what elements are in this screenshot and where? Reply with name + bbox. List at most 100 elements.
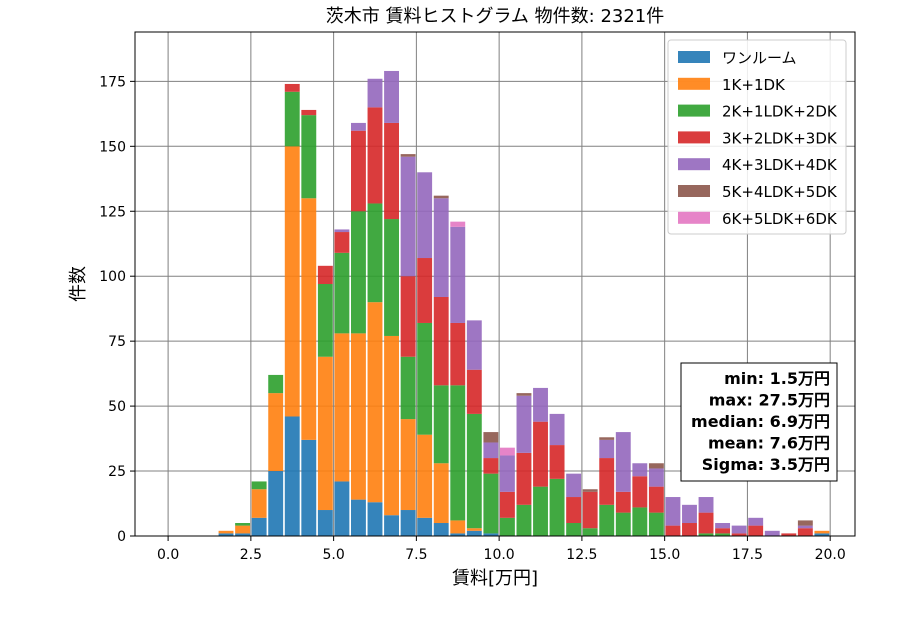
bar-segment — [516, 452, 532, 505]
legend-label: 3K+2LDK+3DK — [722, 129, 838, 147]
bar-segment — [483, 432, 499, 443]
bar-segment — [516, 504, 532, 536]
bar-segment — [466, 369, 482, 414]
y-tick-label: 175 — [99, 74, 126, 90]
bar-segment — [384, 219, 399, 336]
bar-segment — [251, 489, 267, 518]
bar-segment — [648, 468, 664, 487]
bar-segment — [367, 302, 383, 503]
bar-segment — [748, 517, 764, 526]
bar-segment — [533, 486, 548, 536]
bar-segment — [400, 154, 416, 157]
bar-segment — [549, 478, 565, 536]
bar-segment — [284, 91, 300, 147]
bar-segment — [450, 520, 466, 534]
bar-segment — [284, 83, 300, 92]
histogram-bars — [218, 70, 830, 536]
bar-segment — [417, 322, 433, 435]
bar-segment — [384, 122, 399, 220]
bar-segment — [533, 387, 548, 422]
y-tick-label: 125 — [99, 204, 126, 220]
bar-segment — [483, 473, 499, 534]
bar-segment — [218, 530, 234, 534]
bar-segment — [682, 504, 697, 524]
bar-segment — [433, 463, 449, 524]
bar-segment — [814, 533, 830, 536]
bar-segment — [417, 172, 433, 259]
bar-segment — [665, 525, 681, 536]
y-tick-label: 50 — [108, 399, 126, 415]
bar-segment — [731, 525, 747, 534]
bar-segment — [284, 146, 300, 417]
bar-segment — [417, 434, 433, 518]
bar-segment — [599, 458, 615, 505]
bar-segment — [566, 473, 582, 498]
bar-segment — [235, 525, 251, 534]
bar-segment — [301, 439, 317, 536]
bar-segment — [351, 122, 366, 131]
legend-swatch — [678, 185, 710, 197]
bar-segment — [516, 395, 532, 453]
bar-segment — [450, 322, 466, 386]
legend-label: 4K+3LDK+4DK — [722, 156, 838, 174]
bar-segment — [268, 471, 284, 536]
bar-segment — [334, 232, 350, 253]
bar-segment — [367, 107, 383, 204]
x-tick-label: 20.0 — [815, 547, 846, 563]
bar-segment — [367, 78, 383, 108]
bar-segment — [665, 497, 681, 526]
bar-segment — [334, 481, 350, 536]
bar-segment — [466, 320, 482, 370]
bar-segment — [582, 528, 598, 536]
bar-segment — [764, 530, 780, 536]
bar-segment — [317, 356, 333, 511]
bar-segment — [351, 333, 366, 500]
legend-swatch — [678, 211, 710, 224]
stats-line: min: 1.5万円 — [724, 369, 830, 388]
grid-lines — [135, 32, 855, 537]
bar-segment — [235, 533, 251, 536]
bar-segment — [433, 385, 449, 464]
bar-segment — [334, 333, 350, 482]
bar-segment — [417, 517, 433, 536]
legend-label: 6K+5LDK+6DK — [722, 210, 838, 228]
bar-segment — [566, 523, 582, 536]
y-tick-label: 25 — [108, 464, 126, 480]
y-axis-ticks: 0 25 50 75 100 125 150 175 — [99, 74, 135, 545]
bar-segment — [384, 70, 399, 123]
bar-segment — [698, 497, 714, 513]
bar-segment — [797, 528, 813, 536]
bar-segment — [615, 491, 631, 513]
x-tick-label: 5.0 — [322, 547, 344, 563]
x-axis-label: 賃料[万円] — [452, 568, 538, 589]
bar-segment — [433, 195, 449, 199]
legend-swatch — [678, 104, 710, 117]
y-tick-label: 150 — [99, 139, 126, 155]
bar-segment — [682, 523, 697, 536]
chart-title: 茨木市 賃料ヒストグラム 物件数: 2321件 — [326, 6, 665, 27]
legend: ワンルーム 1K+1DK 2K+1LDK+2DK 3K+2LDK+3DK 4K+3LDK… — [667, 39, 847, 235]
bar-segment — [400, 356, 416, 420]
bar-segment — [301, 109, 317, 116]
stats-line: median: 6.9万円 — [691, 412, 830, 431]
bar-segment — [549, 413, 565, 446]
bar-segment — [698, 512, 714, 534]
bar-segment — [450, 221, 466, 227]
bar-segment — [797, 520, 813, 526]
bar-segment — [499, 491, 515, 518]
bar-segment — [781, 533, 797, 536]
bar-segment — [582, 489, 598, 492]
bar-segment — [549, 445, 565, 479]
bar-segment — [400, 156, 416, 277]
bar-segment — [615, 512, 631, 536]
bar-segment — [715, 523, 731, 529]
bar-segment — [599, 439, 615, 459]
legend-label: 2K+1LDK+2DK — [722, 103, 838, 121]
stats-line: max: 27.5万円 — [709, 391, 830, 410]
bar-segment — [400, 510, 416, 536]
bar-segment — [400, 276, 416, 357]
stats-box-frame — [680, 362, 838, 482]
bar-segment — [599, 504, 615, 536]
bar-segment — [814, 530, 830, 534]
